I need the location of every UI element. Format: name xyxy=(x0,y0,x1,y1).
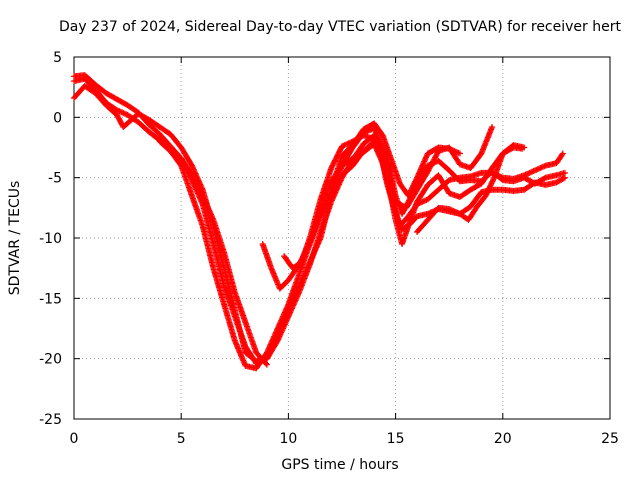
data-point xyxy=(537,165,544,172)
data-point xyxy=(561,174,568,181)
data-point xyxy=(422,197,429,204)
data-point xyxy=(534,166,541,173)
y-tick-label: -15 xyxy=(39,291,62,307)
data-point xyxy=(521,172,528,179)
data-point xyxy=(538,164,545,171)
data-point xyxy=(262,360,269,367)
series-track-3 xyxy=(71,82,496,365)
data-point xyxy=(540,163,546,170)
data-point xyxy=(531,167,538,174)
y-tick-label: -20 xyxy=(39,352,62,368)
data-point xyxy=(452,209,459,216)
data-point xyxy=(530,168,537,175)
data-point xyxy=(446,145,453,152)
data-point xyxy=(522,171,529,178)
grid xyxy=(74,57,610,419)
x-tick-label: 20 xyxy=(494,431,512,447)
data-point xyxy=(115,107,122,114)
data-point xyxy=(117,108,124,115)
data-point xyxy=(526,169,533,176)
data-point xyxy=(339,143,345,150)
data-point xyxy=(119,109,126,116)
y-tick-label: -25 xyxy=(39,412,62,428)
data-point xyxy=(454,149,461,156)
data-point xyxy=(413,175,420,182)
data-point xyxy=(120,110,127,117)
data-point xyxy=(419,198,426,205)
data-point xyxy=(454,209,461,216)
data-point xyxy=(535,165,542,172)
series-track-4 xyxy=(156,138,270,368)
x-tick-label: 10 xyxy=(279,431,297,447)
data-point xyxy=(416,200,423,207)
data-point xyxy=(498,174,505,181)
data-point xyxy=(418,199,425,206)
data-point xyxy=(523,171,530,178)
x-axis-label: GPS time / hours xyxy=(281,457,398,473)
data-point xyxy=(452,148,459,155)
data-point xyxy=(116,108,123,115)
data-point xyxy=(559,151,566,158)
data-point xyxy=(448,146,455,153)
data-point xyxy=(448,207,455,214)
data-point xyxy=(456,150,463,157)
data-point xyxy=(533,166,540,173)
series-track-7 xyxy=(414,142,528,235)
data-point xyxy=(527,169,534,176)
data-point xyxy=(490,175,497,182)
y-axis-label: SDTVAR / TECUs xyxy=(7,181,23,296)
data-point xyxy=(489,123,496,130)
data-point xyxy=(497,173,504,180)
data-point xyxy=(198,191,205,198)
data-point xyxy=(447,206,454,213)
series-track-8 xyxy=(328,120,463,199)
data-point xyxy=(344,140,351,147)
data-point xyxy=(451,148,458,155)
x-tick-label: 0 xyxy=(70,431,79,447)
x-tick-label: 5 xyxy=(177,431,186,447)
data-point xyxy=(121,110,128,117)
data-point xyxy=(341,142,348,149)
data-point xyxy=(559,150,566,157)
data-point xyxy=(450,147,457,154)
data-point xyxy=(420,198,427,205)
data-point xyxy=(450,207,457,214)
data-point xyxy=(415,200,422,207)
data-point xyxy=(560,175,567,182)
y-tick-label: 0 xyxy=(53,110,62,126)
x-tick-label: 25 xyxy=(601,431,619,447)
series-track-2 xyxy=(71,75,526,372)
data-point xyxy=(447,146,454,153)
data-point xyxy=(541,163,548,170)
axis-ticks: 0 5 10 15 20 25 5 0 -5 -10 -15 -20 -25 xyxy=(39,50,619,447)
data-point xyxy=(529,168,536,175)
x-tick-label: 15 xyxy=(387,431,405,447)
data-point xyxy=(455,149,462,156)
y-tick-label: 5 xyxy=(53,50,62,66)
y-tick-label: -10 xyxy=(39,231,62,247)
data-point xyxy=(446,206,453,213)
data-points xyxy=(71,72,568,372)
data-point xyxy=(343,141,350,148)
data-point xyxy=(340,142,347,149)
y-tick-label: -5 xyxy=(48,171,62,187)
data-point xyxy=(521,144,528,151)
data-point xyxy=(451,208,458,215)
chart-title: Day 237 of 2024, Sidereal Day-to-day VTE… xyxy=(59,19,621,35)
data-point xyxy=(414,201,421,208)
data-point xyxy=(525,170,532,177)
data-point xyxy=(263,361,270,368)
data-point xyxy=(345,140,352,147)
